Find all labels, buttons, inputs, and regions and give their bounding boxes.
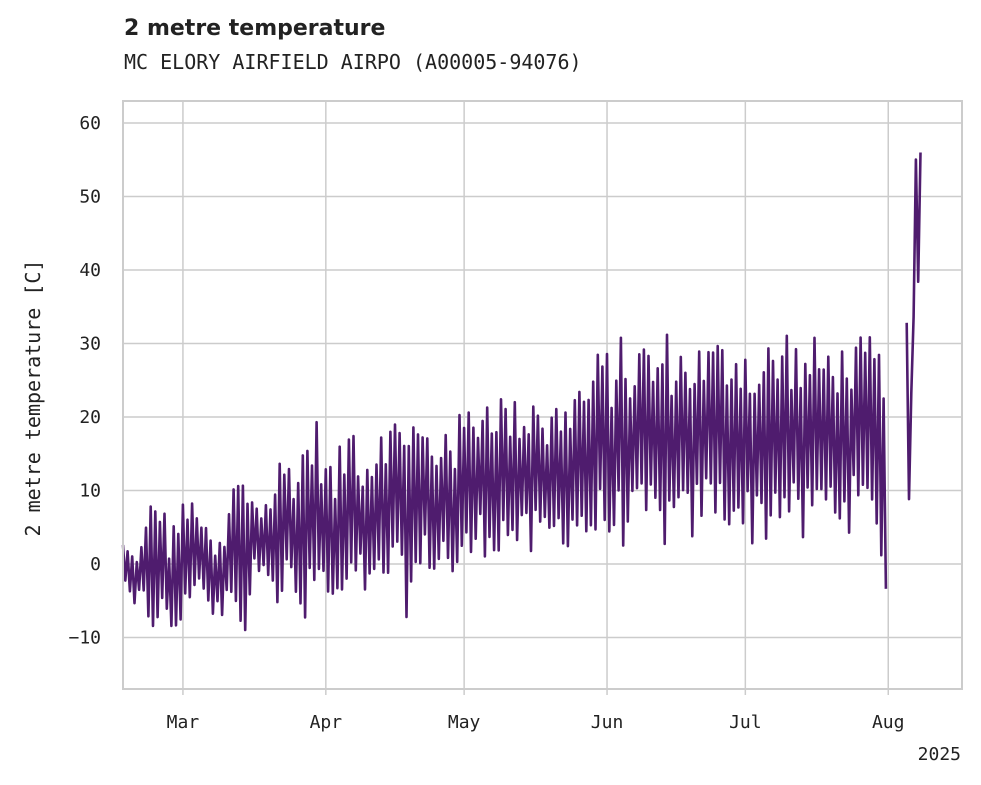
y-tick-label: 0 [90,554,101,575]
series-line [121,152,922,632]
y-axis-label: 2 metre temperature [C] [21,260,45,537]
series-path [905,152,922,501]
x-tick-label: Jun [591,712,624,733]
x-tick-label: May [448,712,481,733]
chart-title: 2 metre temperature [124,16,386,41]
y-tick-label: 50 [79,187,101,208]
y-tick-label: 10 [79,481,101,502]
grid-lines [123,101,962,695]
y-tick-label: 20 [79,407,101,428]
x-tick-label: Apr [310,712,343,733]
x-tick-label: Aug [872,712,905,733]
y-tick-label: 40 [79,260,101,281]
x-tick-labels: Mar Apr May Jun Jul Aug [167,712,905,733]
x-tick-label: Mar [167,712,200,733]
y-tick-labels: −10 0 10 20 30 40 50 60 [68,113,101,649]
chart-subtitle: MC ELORY AIRFIELD AIRPO (A00005-94076) [124,50,582,74]
year-label: 2025 [918,744,961,765]
y-tick-label: 30 [79,334,101,355]
series-path [121,333,888,632]
x-tick-label: Jul [729,712,762,733]
plot-frame [122,100,963,690]
y-tick-label: 60 [79,113,101,134]
y-tick-label: −10 [68,628,101,649]
